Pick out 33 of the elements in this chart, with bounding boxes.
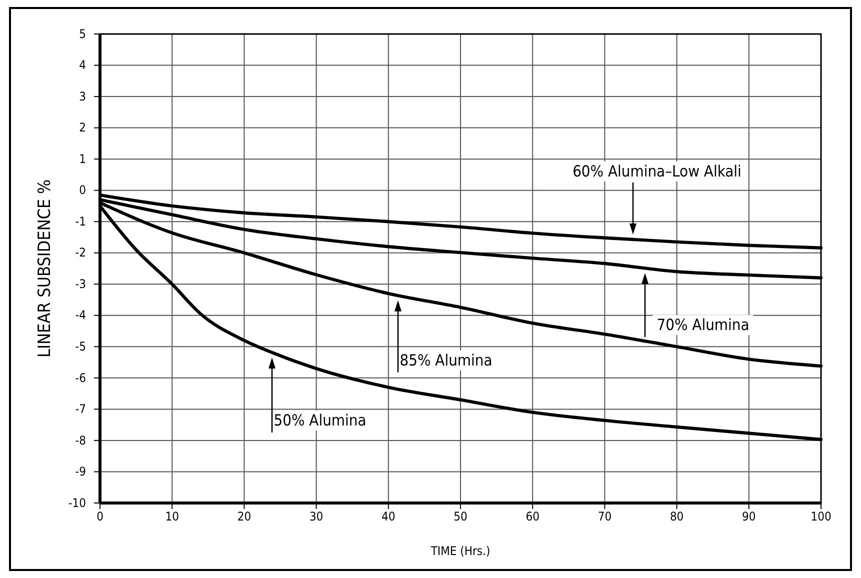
x-tick-label: 60: [526, 510, 540, 524]
y-tick-label: -3: [75, 276, 86, 291]
y-tick-label: -6: [75, 370, 86, 385]
y-tick-label: -7: [75, 402, 86, 416]
y-tick-label: -2: [75, 246, 86, 260]
y-tick-label: -9: [75, 464, 86, 479]
x-tick-label: 70: [598, 510, 612, 524]
x-tick-label: 90: [742, 510, 756, 524]
x-tick-label: 20: [237, 510, 252, 524]
x-tick-label: 0: [96, 510, 104, 524]
y-tick-label: 5: [79, 26, 86, 41]
y-tick-label: -8: [75, 433, 86, 448]
y-tick-label: -10: [68, 496, 86, 510]
x-tick-label: 50: [454, 510, 468, 524]
y-tick-label: 4: [79, 58, 86, 72]
y-tick-label: -5: [75, 340, 86, 354]
y-tick-label: -4: [75, 308, 86, 322]
y-tick-label: 0: [79, 183, 86, 198]
y-tick-label: 3: [79, 89, 86, 104]
x-tick-label: 30: [309, 510, 324, 524]
y-tick-label: -1: [75, 214, 86, 228]
text: 70% Alumina: [656, 316, 750, 334]
x-tick-label: 100: [810, 510, 832, 524]
x-tick-label: 80: [670, 510, 684, 524]
y-axis-title: LINEAR SUBSIDENCE %: [35, 179, 55, 358]
x-tick-label: 10: [165, 510, 180, 524]
x-tick-label: 40: [382, 510, 396, 524]
y-tick-label: 2: [79, 120, 86, 135]
text: 85% Alumina: [400, 351, 492, 370]
y-tick-label: 1: [79, 152, 86, 166]
text: 60% Alumina–Low Alkali: [572, 162, 742, 180]
x-axis-title: TIME (Hrs.): [430, 544, 490, 558]
series-label: 50% Alumina: [274, 411, 366, 430]
